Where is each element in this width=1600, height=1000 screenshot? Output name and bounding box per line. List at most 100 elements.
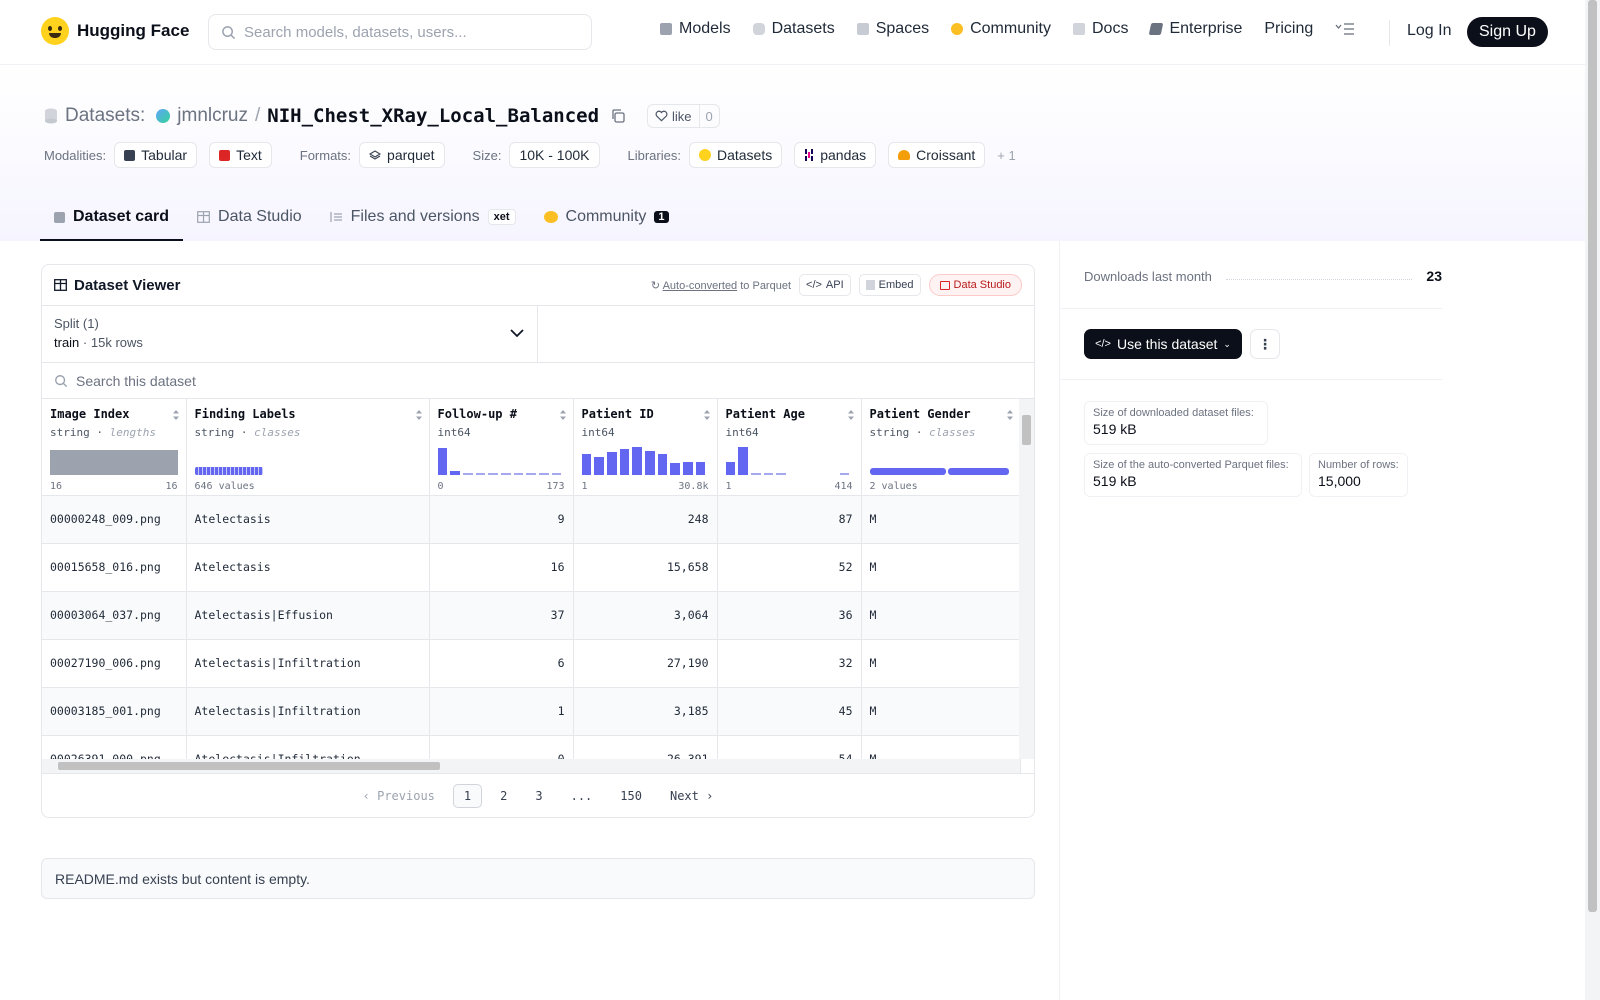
table-cell[interactable]: 00000248_009.png — [42, 495, 187, 544]
tab-dataset-card[interactable]: Dataset card — [40, 195, 184, 241]
sort-icon[interactable] — [172, 409, 180, 421]
table-cell[interactable]: M — [861, 639, 1021, 688]
histogram-bar[interactable] — [475, 472, 486, 475]
histogram-bar[interactable] — [725, 461, 736, 475]
table-cell[interactable]: Atelectasis — [186, 495, 430, 544]
nav-enterprise[interactable]: Enterprise — [1149, 20, 1242, 38]
signup-button[interactable]: Sign Up — [1467, 17, 1548, 47]
table-row[interactable]: 00015658_016.png Atelectasis 16 15,658 52 M — [42, 543, 1021, 592]
login-link[interactable]: Log In — [1407, 22, 1452, 39]
table-cell[interactable]: 00003185_001.png — [42, 687, 187, 736]
more-options-button[interactable]: ⋮ — [1250, 329, 1280, 359]
sort-icon[interactable] — [703, 409, 711, 421]
data-studio-button[interactable]: Data Studio — [928, 274, 1022, 296]
table-cell[interactable]: 16 — [429, 543, 574, 592]
sort-icon[interactable] — [559, 409, 567, 421]
nav-docs[interactable]: Docs — [1073, 20, 1128, 38]
histogram-bar[interactable] — [763, 472, 774, 475]
table-cell[interactable]: 27,190 — [573, 639, 718, 688]
column-header[interactable]: Patient ID int64 1 30.8k — [573, 399, 718, 496]
page-2-button[interactable]: 2 — [500, 788, 508, 803]
nav-spaces[interactable]: Spaces — [856, 20, 929, 38]
table-cell[interactable]: 45 — [717, 687, 862, 736]
histogram-bar[interactable] — [695, 462, 706, 475]
histogram-bar[interactable] — [513, 472, 524, 475]
table-cell[interactable]: 1 — [429, 687, 574, 736]
histogram-bar[interactable] — [539, 472, 549, 475]
page-3-button[interactable]: 3 — [535, 788, 543, 803]
tab-files-and-versions[interactable]: Files and versions xet — [316, 195, 530, 241]
table-cell[interactable]: 15,658 — [573, 543, 718, 592]
table-row[interactable]: 00000248_009.png Atelectasis 9 248 87 M — [42, 495, 1021, 544]
repo-name[interactable]: NIH_Chest_XRay_Local_Balanced — [267, 105, 600, 127]
table-cell[interactable]: M — [861, 591, 1021, 640]
table-vertical-scrollbar[interactable] — [1019, 399, 1034, 759]
histogram-bar[interactable] — [750, 472, 761, 475]
auto-converted-link[interactable]: Auto-converted — [662, 279, 738, 292]
table-cell[interactable]: M — [861, 495, 1021, 544]
histogram-bar[interactable] — [594, 457, 604, 475]
tab-community[interactable]: Community 1 — [530, 195, 683, 241]
histogram-bar[interactable] — [657, 454, 668, 475]
column-header[interactable]: Patient Gender string · classes 2 values — [861, 399, 1021, 496]
owner-link[interactable]: jmnlcruz — [177, 105, 248, 126]
use-this-dataset-button[interactable]: </> Use this dataset ⌄ — [1084, 329, 1242, 359]
table-cell[interactable]: M — [861, 543, 1021, 592]
class-bar[interactable] — [947, 467, 1010, 475]
table-cell[interactable]: Atelectasis|Infiltration — [186, 687, 430, 736]
histogram-bar[interactable] — [645, 450, 655, 475]
tab-data-studio[interactable]: Data Studio — [183, 195, 316, 241]
split-selector[interactable]: Split (1) train · 15k rows — [42, 306, 538, 362]
histogram-bar[interactable] — [437, 447, 448, 475]
sort-icon[interactable] — [415, 409, 423, 421]
class-bar[interactable] — [194, 466, 263, 475]
histogram-bar[interactable] — [738, 446, 748, 475]
table-cell[interactable]: 9 — [429, 495, 574, 544]
like-button[interactable]: like 0 — [647, 104, 720, 128]
histogram-bar[interactable] — [683, 461, 693, 475]
histogram-bar[interactable] — [776, 472, 786, 475]
table-row[interactable]: 00027190_006.png Atelectasis|Infiltration… — [42, 639, 1021, 688]
table-cell[interactable]: 87 — [717, 495, 862, 544]
table-cell[interactable]: 3,185 — [573, 687, 718, 736]
histogram-bar[interactable] — [50, 450, 178, 475]
table-cell[interactable]: 00015658_016.png — [42, 543, 187, 592]
previous-page-button[interactable]: ‹ Previous — [362, 788, 435, 803]
histogram-bar[interactable] — [839, 472, 850, 475]
histogram-bar[interactable] — [581, 453, 592, 475]
table-cell[interactable]: 00027190_006.png — [42, 639, 187, 688]
table-cell[interactable]: 3,064 — [573, 591, 718, 640]
dataset-search-input[interactable] — [76, 372, 476, 389]
next-page-button[interactable]: Next › — [669, 788, 714, 803]
sort-icon[interactable] — [1006, 409, 1014, 421]
tag-size[interactable]: 10K - 100K — [509, 142, 600, 168]
column-header[interactable]: Patient Age int64 1 414 — [717, 399, 862, 496]
tag-datasets-library[interactable]: Datasets — [688, 142, 783, 168]
tag-croissant-library[interactable]: Croissant — [888, 142, 986, 168]
api-button[interactable]: </> API — [799, 274, 851, 296]
table-row[interactable]: 00003064_037.png Atelectasis|Effusion 37 3,… — [42, 591, 1021, 640]
table-row[interactable]: 00003185_001.png Atelectasis|Infiltration… — [42, 687, 1021, 736]
sort-icon[interactable] — [847, 409, 855, 421]
histogram-bar[interactable] — [632, 447, 642, 475]
table-cell[interactable]: Atelectasis|Effusion — [186, 591, 430, 640]
table-cell[interactable]: 37 — [429, 591, 574, 640]
nav-pricing[interactable]: Pricing — [1264, 20, 1313, 38]
histogram-bar[interactable] — [462, 472, 473, 475]
histogram-bar[interactable] — [619, 448, 630, 475]
brand-logo[interactable]: Hugging Face — [41, 17, 189, 45]
table-cell[interactable]: 6 — [429, 639, 574, 688]
tag-parquet[interactable]: parquet — [359, 142, 445, 168]
histogram-bar[interactable] — [551, 472, 562, 475]
column-header[interactable]: Image Index string · lengths 16 16 — [42, 399, 187, 496]
global-search-input[interactable] — [244, 23, 564, 41]
dataset-search-box[interactable] — [42, 363, 1034, 399]
copy-icon[interactable] — [610, 108, 626, 124]
histogram-bar[interactable] — [488, 472, 498, 475]
nav-datasets[interactable]: Datasets — [752, 20, 835, 38]
page-150-button[interactable]: 150 — [620, 788, 642, 803]
tag-pandas-library[interactable]: pandas — [794, 142, 877, 168]
nav-more-menu[interactable] — [1335, 22, 1355, 36]
column-header[interactable]: Follow-up # int64 0 173 — [429, 399, 574, 496]
table-cell[interactable]: 52 — [717, 543, 862, 592]
